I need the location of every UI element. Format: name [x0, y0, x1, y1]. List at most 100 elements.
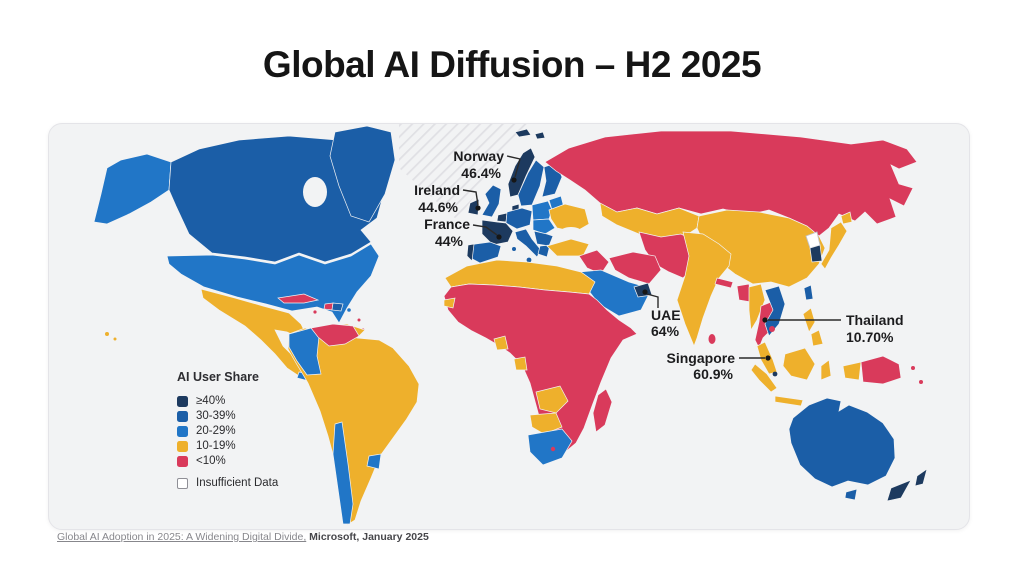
annotation-thailand-value: 10.70%: [846, 329, 894, 345]
west-papua: [842, 361, 862, 381]
country-united-states: [166, 243, 380, 324]
sulawesi: [820, 359, 832, 381]
source-citation: Global AI Adoption in 2025: A Widening D…: [57, 531, 429, 543]
country-iraq-syria: [578, 249, 610, 275]
legend-item: Insufficient Data: [177, 476, 278, 491]
annotation-singapore-dot: [765, 355, 771, 361]
hawaii: [105, 332, 109, 336]
svalbard-2: [534, 131, 546, 140]
sumatra: [750, 363, 778, 393]
black-sea: [560, 227, 582, 237]
source-link[interactable]: Global AI Adoption in 2025: A Widening D…: [57, 531, 307, 543]
country-sweden: [517, 159, 545, 207]
country-zambia-angola: [535, 385, 569, 414]
country-japan: [820, 221, 848, 270]
cambodia: [769, 326, 775, 332]
caspian-sea: [599, 231, 613, 257]
new-zealand-south: [886, 479, 912, 502]
annotation-uae-value: 64%: [651, 323, 680, 339]
annotation-france-line: [472, 224, 498, 236]
country-ghana: [493, 335, 509, 351]
map-panel: Norway 46.4% Ireland 44.6% France 44% UA…: [48, 123, 970, 530]
country-mexico-central-america: [200, 288, 308, 377]
country-australia: [788, 397, 896, 488]
country-ukraine: [548, 203, 590, 233]
country-greece: [537, 244, 551, 258]
legend-item: 30-39%: [177, 409, 278, 424]
borneo: [782, 347, 816, 381]
country-ireland: [467, 198, 480, 216]
sri-lanka: [708, 334, 716, 344]
annotation-thailand-label: Thailand: [846, 312, 904, 328]
legend-item: 20-29%: [177, 424, 278, 439]
lesser-antilles: [357, 318, 361, 322]
source-text: Microsoft, January 2025: [306, 531, 429, 543]
country-cuba: [277, 293, 320, 304]
country-iran: [608, 251, 662, 285]
pacific-islands-2: [919, 380, 923, 384]
country-taiwan: [803, 284, 814, 301]
annotation-norway-dot: [511, 177, 517, 183]
annotation-france-dot: [496, 234, 502, 240]
country-canada: [168, 135, 384, 263]
country-south-africa: [527, 428, 573, 466]
country-alaska: [93, 153, 172, 225]
tasmania: [844, 488, 858, 501]
new-zealand-north: [914, 468, 928, 487]
puerto-rico: [347, 308, 351, 312]
annotation-norway: Norway 46.4%: [453, 148, 521, 183]
annotation-norway-label: Norway: [453, 148, 504, 164]
annotation-ireland: Ireland 44.6%: [414, 182, 481, 215]
legend-label-insufficient: Insufficient Data: [196, 477, 279, 489]
philippines-2: [810, 329, 824, 347]
country-madagascar: [592, 388, 613, 433]
annotation-singapore: Singapore 60.9%: [667, 350, 771, 382]
annotation-singapore-value: 60.9%: [693, 366, 733, 382]
legend-swatch-10-19: [177, 441, 188, 452]
country-norway: [507, 147, 536, 198]
country-turkey: [546, 238, 590, 257]
hawaii-2: [113, 337, 117, 341]
eastern-europe: [532, 218, 556, 235]
annotation-france: France 44%: [424, 216, 502, 249]
legend-swatch-lt10: [177, 456, 188, 467]
country-senegal: [443, 297, 456, 309]
annotation-uae-dot: [642, 289, 648, 295]
papua-new-guinea: [860, 355, 902, 385]
annotation-thailand-dot: [762, 317, 768, 323]
country-haiti: [323, 302, 334, 311]
country-venezuela: [310, 323, 360, 347]
legend-label-10-19: 10-19%: [196, 440, 236, 452]
world-map-svg: Norway 46.4% Ireland 44.6% France 44% UA…: [93, 124, 928, 526]
legend-swatch-30-39: [177, 411, 188, 422]
annotation-norway-line: [506, 155, 521, 178]
country-germany: [505, 207, 533, 230]
legend-swatch-20-29: [177, 426, 188, 437]
country-south-korea: [809, 244, 823, 263]
country-india: [676, 231, 732, 347]
pacific-islands: [911, 366, 915, 370]
country-singapore: [772, 371, 778, 377]
annotation-thailand: Thailand 10.70%: [762, 312, 904, 345]
annotation-uae-line: [646, 293, 659, 308]
country-uruguay: [366, 453, 382, 470]
page-title: Global AI Diffusion – H2 2025: [262, 44, 762, 85]
country-nepal: [714, 277, 734, 289]
country-benelux: [496, 212, 508, 223]
sicily: [526, 257, 532, 263]
annotation-singapore-label: Singapore: [667, 350, 736, 366]
legend-item: 10-19%: [177, 439, 278, 454]
world-map: [93, 125, 928, 526]
legend-title: AI User Share: [177, 370, 259, 384]
country-greenland: [329, 125, 396, 223]
country-portugal: [466, 243, 475, 262]
annotation-ireland-value: 44.6%: [418, 199, 458, 215]
balkans: [533, 230, 554, 247]
annotation-france-value: 44%: [435, 233, 464, 249]
legend-label-lt10: <10%: [196, 455, 226, 467]
annotation-norway-value: 46.4%: [461, 165, 501, 181]
legend-swatch-gte40: [177, 396, 188, 407]
svalbard: [514, 128, 532, 138]
arctic-hatch-region: [399, 124, 527, 220]
